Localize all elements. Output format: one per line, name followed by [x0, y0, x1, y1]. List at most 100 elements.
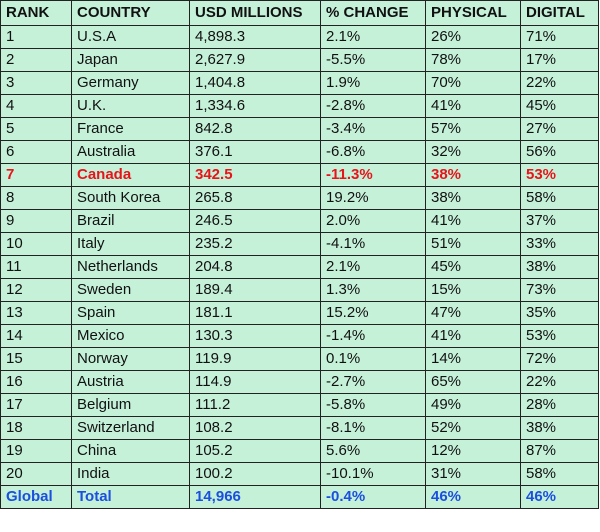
country-cell: Spain — [71, 301, 190, 325]
percent-change-cell: -8.1% — [320, 416, 426, 440]
usd-millions-cell: 111.2 — [189, 393, 321, 417]
percent-change-cell: -10.1% — [320, 462, 426, 486]
rank-cell: 18 — [0, 416, 72, 440]
usd-millions-cell: 100.2 — [189, 462, 321, 486]
digital-cell: 45% — [520, 94, 599, 118]
usd-millions-cell: 189.4 — [189, 278, 321, 302]
total-physical-cell: 46% — [425, 485, 521, 509]
table-body: 1 U.S.A 4,898.3 2.1% 26% 71% 2 Japan 2,627.9 -5.5… — [0, 25, 599, 509]
percent-change-cell: -4.1% — [320, 232, 426, 256]
percent-change-cell: 1.9% — [320, 71, 426, 95]
physical-cell: 51% — [425, 232, 521, 256]
country-cell: Brazil — [71, 209, 190, 233]
percent-change-cell: 2.0% — [320, 209, 426, 233]
rank-cell: 20 — [0, 462, 72, 486]
usd-millions-cell: 181.1 — [189, 301, 321, 325]
rank-header: RANK — [0, 0, 72, 26]
usd-millions-cell: 119.9 — [189, 347, 321, 371]
percent-change-cell: 19.2% — [320, 186, 426, 210]
rank-cell: 8 — [0, 186, 72, 210]
percent-change-cell: -1.4% — [320, 324, 426, 348]
rank-cell: 12 — [0, 278, 72, 302]
table-row: 4 U.K. 1,334.6 -2.8% 41% 45% — [0, 94, 599, 118]
rank-cell: 15 — [0, 347, 72, 371]
table-row: 15 Norway 119.9 0.1% 14% 72% — [0, 347, 599, 371]
physical-cell: 45% — [425, 255, 521, 279]
physical-cell: 38% — [425, 186, 521, 210]
percent-change-cell: 1.3% — [320, 278, 426, 302]
usd-millions-cell: 1,334.6 — [189, 94, 321, 118]
digital-cell: 53% — [520, 163, 599, 187]
usd-millions-cell: 235.2 — [189, 232, 321, 256]
digital-cell: 71% — [520, 25, 599, 49]
country-cell: France — [71, 117, 190, 141]
digital-cell: 37% — [520, 209, 599, 233]
country-cell: China — [71, 439, 190, 463]
country-cell: Switzerland — [71, 416, 190, 440]
digital-cell: 27% — [520, 117, 599, 141]
rank-cell: 16 — [0, 370, 72, 394]
total-digital-cell: 46% — [520, 485, 599, 509]
usd-millions-cell: 4,898.3 — [189, 25, 321, 49]
percent-change-cell: -5.5% — [320, 48, 426, 72]
digital-cell: 58% — [520, 186, 599, 210]
country-cell: Austria — [71, 370, 190, 394]
table-row: 17 Belgium 111.2 -5.8% 49% 28% — [0, 393, 599, 417]
physical-cell: 14% — [425, 347, 521, 371]
table-row: 2 Japan 2,627.9 -5.5% 78% 17% — [0, 48, 599, 72]
table-row: 11 Netherlands 204.8 2.1% 45% 38% — [0, 255, 599, 279]
total-row: Global Total 14,966 -0.4% 46% 46% — [0, 485, 599, 509]
physical-header: PHYSICAL — [425, 0, 521, 26]
table-row: 18 Switzerland 108.2 -8.1% 52% 38% — [0, 416, 599, 440]
physical-cell: 32% — [425, 140, 521, 164]
physical-cell: 38% — [425, 163, 521, 187]
usd-millions-cell: 108.2 — [189, 416, 321, 440]
physical-cell: 49% — [425, 393, 521, 417]
total-usd-millions-cell: 14,966 — [189, 485, 321, 509]
table-row: 3 Germany 1,404.8 1.9% 70% 22% — [0, 71, 599, 95]
percent-change-cell: 5.6% — [320, 439, 426, 463]
digital-cell: 38% — [520, 416, 599, 440]
digital-cell: 73% — [520, 278, 599, 302]
rank-cell: 11 — [0, 255, 72, 279]
digital-cell: 58% — [520, 462, 599, 486]
rank-cell: 9 — [0, 209, 72, 233]
rank-cell: 3 — [0, 71, 72, 95]
percent-change-cell: -2.7% — [320, 370, 426, 394]
table-row: 12 Sweden 189.4 1.3% 15% 73% — [0, 278, 599, 302]
digital-cell: 22% — [520, 370, 599, 394]
percent-change-cell: -6.8% — [320, 140, 426, 164]
music-market-table: RANK COUNTRY USD MILLIONS% CHANGE PHYSICAL D… — [0, 0, 599, 509]
table-row: 7 Canada 342.5 -11.3% 38% 53% — [0, 163, 599, 187]
digital-cell: 53% — [520, 324, 599, 348]
rank-cell: 10 — [0, 232, 72, 256]
physical-cell: 41% — [425, 324, 521, 348]
digital-cell: 17% — [520, 48, 599, 72]
usd-millions-cell: 842.8 — [189, 117, 321, 141]
table-row: 1 U.S.A 4,898.3 2.1% 26% 71% — [0, 25, 599, 49]
usd-millions-cell: 204.8 — [189, 255, 321, 279]
rank-cell: 17 — [0, 393, 72, 417]
country-cell: Belgium — [71, 393, 190, 417]
percent-change-cell: -3.4% — [320, 117, 426, 141]
table-row: 16 Austria 114.9 -2.7% 65% 22% — [0, 370, 599, 394]
table-row: 19 China 105.2 5.6% 12% 87% — [0, 439, 599, 463]
physical-cell: 26% — [425, 25, 521, 49]
digital-cell: 72% — [520, 347, 599, 371]
table-header: RANK COUNTRY USD MILLIONS% CHANGE PHYSICAL D… — [0, 0, 599, 26]
physical-cell: 65% — [425, 370, 521, 394]
country-cell: Sweden — [71, 278, 190, 302]
rank-cell: 4 — [0, 94, 72, 118]
percent-change-cell: -11.3% — [320, 163, 426, 187]
country-cell: U.S.A — [71, 25, 190, 49]
percent-change-cell: 2.1% — [320, 25, 426, 49]
digital-cell: 38% — [520, 255, 599, 279]
rank-cell: 1 — [0, 25, 72, 49]
table-row: 14 Mexico 130.3 -1.4% 41% 53% — [0, 324, 599, 348]
rank-cell: 19 — [0, 439, 72, 463]
total-rank-cell: Global — [0, 485, 72, 509]
total-percent-change-cell: -0.4% — [320, 485, 426, 509]
digital-cell: 33% — [520, 232, 599, 256]
country-cell: Germany — [71, 71, 190, 95]
percent-change-cell: -2.8% — [320, 94, 426, 118]
